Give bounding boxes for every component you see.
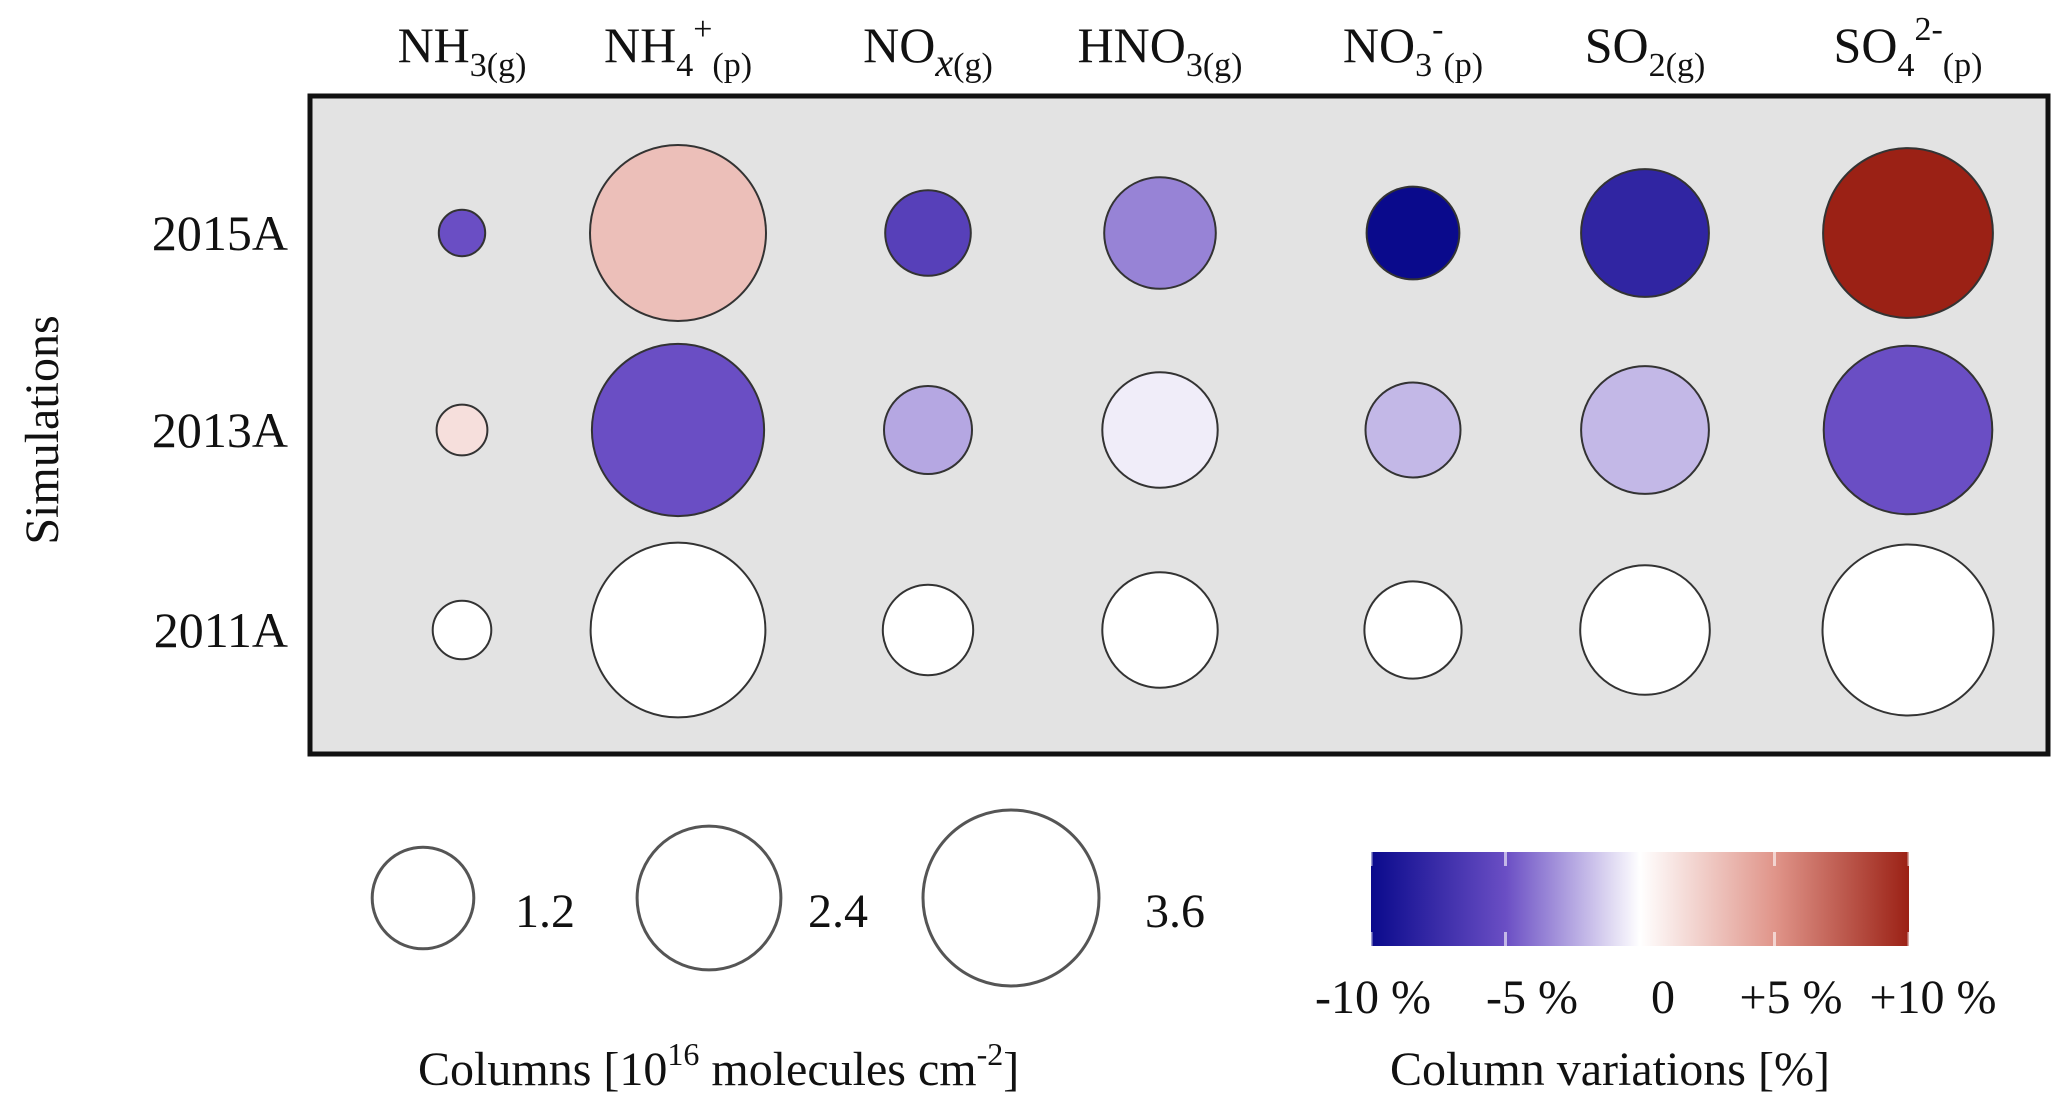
bubble-2011A-so4 [1821, 543, 1995, 717]
y-axis-label: Simulations [16, 315, 69, 544]
bubble-2015A-nh4 [589, 144, 767, 322]
size-legend-circle-1 [635, 824, 783, 972]
bubble-2015A-nox [884, 189, 972, 277]
species-label-nh3: NH3(g) [398, 17, 527, 84]
bubble-2013A-nh3 [435, 403, 489, 457]
simulation-label-2011A: 2011A [154, 602, 288, 658]
size-legend-circle-2 [921, 808, 1101, 988]
bubble-2015A-so4 [1822, 147, 1994, 319]
bubble-2013A-hno3 [1101, 371, 1219, 489]
bubble-2011A-hno3 [1101, 571, 1219, 689]
bubble-2013A-no3 [1364, 381, 1462, 479]
bubble-2015A-hno3 [1103, 176, 1217, 290]
bubble-2011A-no3 [1363, 580, 1463, 680]
bubble-2011A-nh3 [431, 599, 493, 661]
colorbar-tick-label-1: -5 % [1486, 971, 1578, 1024]
simulation-label-2015A: 2015A [152, 205, 288, 261]
bubble-2013A-nh4 [590, 342, 766, 518]
bubble-2013A-nox [883, 385, 973, 475]
bubble-2015A-no3 [1365, 185, 1461, 281]
colorbar-tick-label-3: +5 % [1739, 971, 1842, 1024]
species-label-nox: NOx(g) [863, 17, 993, 85]
species-label-no3: NO3-(p) [1343, 11, 1483, 84]
species-label-so2: SO2(g) [1585, 17, 1706, 84]
species-label-so4: SO42-(p) [1834, 11, 1983, 84]
bubble-2011A-nh4 [589, 541, 767, 719]
bubble-2011A-so2 [1579, 564, 1711, 696]
colorbar-title: Column variations [%] [1390, 1043, 1830, 1096]
bubble-2013A-so2 [1580, 365, 1710, 495]
size-legend-title: Columns [1016 molecules cm-2] [418, 1036, 1019, 1096]
colorbar [1371, 852, 1909, 946]
bubble-2015A-so2 [1580, 168, 1710, 298]
bubble-2015A-nh3 [437, 208, 487, 258]
size-legend-circle-0 [370, 845, 476, 951]
size-legend-label-2: 3.6 [1145, 885, 1205, 938]
size-legend-label-0: 1.2 [515, 885, 575, 938]
species-label-hno3: HNO3(g) [1078, 17, 1243, 84]
simulation-label-2013A: 2013A [152, 402, 288, 458]
bubble-2013A-so4 [1822, 344, 1994, 516]
bubble-2011A-nox [881, 583, 975, 677]
colorbar-tick-label-4: +10 % [1869, 971, 1996, 1024]
species-label-nh4: NH4+(p) [604, 11, 752, 84]
colorbar-tick-label-0: -10 % [1315, 971, 1431, 1024]
colorbar-tick-label-2: 0 [1651, 971, 1675, 1024]
size-legend-label-1: 2.4 [808, 885, 868, 938]
